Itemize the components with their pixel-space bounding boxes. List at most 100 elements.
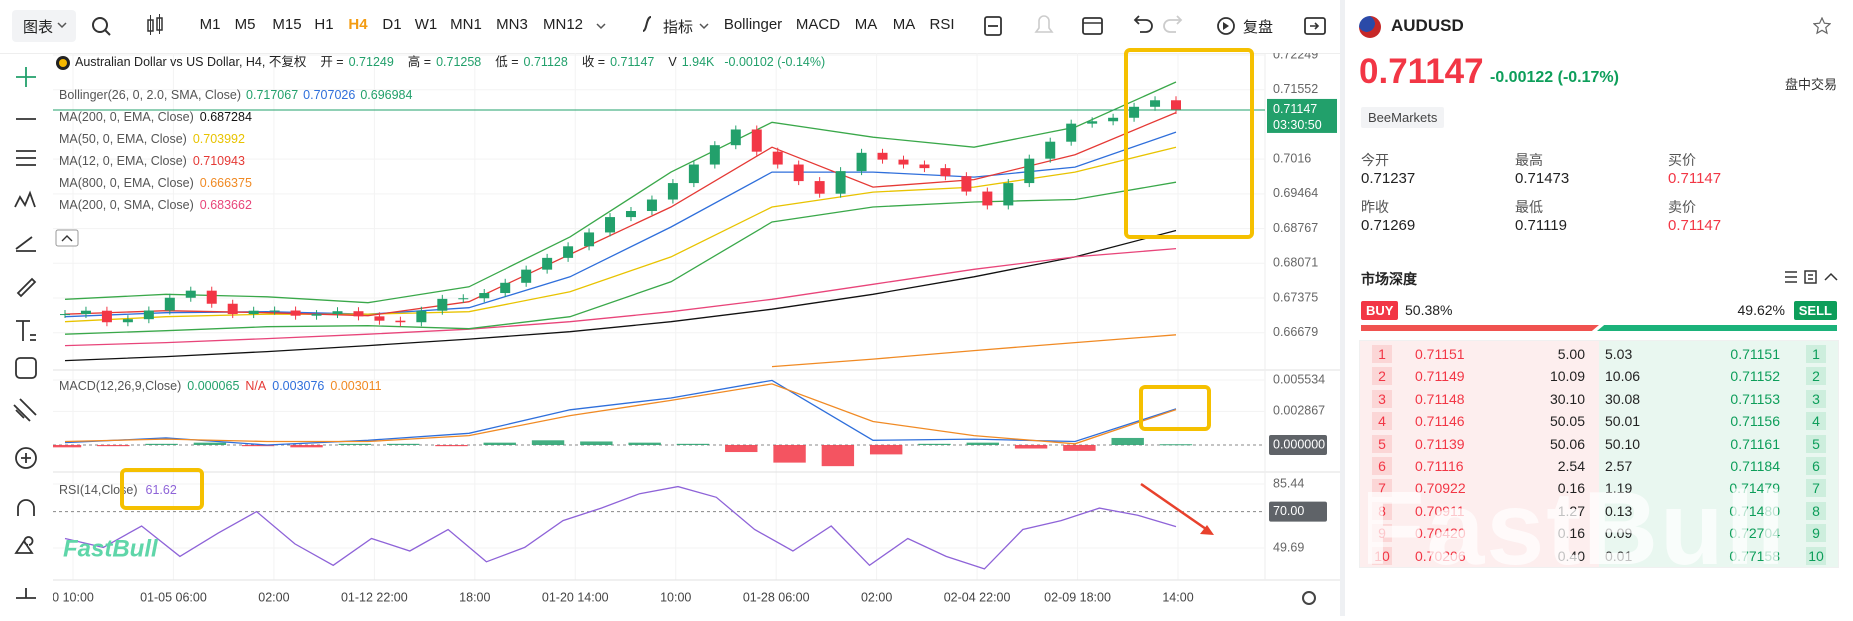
- order-cell: 0.71139: [1415, 435, 1465, 452]
- legend-text: MACD(12,26,9,Close): [59, 379, 181, 393]
- chart-menu-label[interactable]: 图表: [22, 19, 54, 36]
- moving-average-line: [64, 229, 1177, 362]
- candle: [1150, 100, 1161, 107]
- y-tick-label: 0.69464: [1273, 186, 1318, 200]
- legend-text: 0.710943: [193, 154, 245, 168]
- symbol: AUDUSD: [1391, 16, 1464, 35]
- stat-label: 卖价: [1668, 199, 1696, 215]
- candle: [919, 164, 930, 169]
- indicator-button[interactable]: MA: [854, 16, 878, 33]
- order-cell: 0.71153: [1730, 390, 1780, 407]
- legend-text: 0.687284: [200, 110, 252, 124]
- interval-button[interactable]: D1: [382, 16, 402, 33]
- ma-legend: MA(50, 0, EMA, Close) 0.703992: [59, 132, 245, 146]
- level-index: 7: [1806, 479, 1826, 498]
- level-index: 7: [1372, 479, 1392, 498]
- settings-icon[interactable]: [1302, 591, 1316, 605]
- macd-histogram-bar: [1014, 444, 1048, 449]
- order-cell: 0.71149: [1415, 368, 1465, 385]
- candle: [101, 310, 112, 323]
- indicator-button[interactable]: RSI: [929, 16, 955, 33]
- interval-button[interactable]: W1: [414, 16, 438, 33]
- interval-button[interactable]: MN1: [450, 16, 482, 33]
- session: 盘中交易: [1784, 77, 1837, 92]
- depth-icons[interactable]: [1783, 268, 1843, 286]
- level-index: 3: [1372, 389, 1392, 408]
- order-cell: 0.70922: [1415, 480, 1466, 497]
- candle: [688, 164, 699, 184]
- panel-watermark: FastBull: [1361, 471, 1788, 587]
- level-index: 8: [1372, 501, 1392, 520]
- stat-value: 0.71147: [1668, 217, 1722, 234]
- favorite-star[interactable]: [1813, 17, 1831, 35]
- moving-average-line: [771, 334, 1177, 368]
- flag: [1359, 16, 1381, 38]
- order-cell: 0.01: [1605, 547, 1633, 564]
- level-index: 10: [1806, 546, 1826, 565]
- level-index: 8: [1806, 501, 1826, 520]
- candle: [877, 152, 888, 160]
- broker-tag: BeeMarkets: [1361, 107, 1445, 128]
- interval-button[interactable]: MN3: [496, 16, 528, 33]
- legend-text: 0.71249: [349, 55, 394, 69]
- stat-value: 0.71269: [1361, 217, 1416, 234]
- legend-text: 0.003076: [272, 379, 324, 393]
- collapse-button[interactable]: [55, 229, 79, 247]
- ma-legend: MA(800, 0, EMA, Close) 0.666375: [59, 176, 252, 190]
- order-cell: 0.70911: [1415, 502, 1465, 519]
- level-index: 4: [1806, 412, 1826, 431]
- candle: [835, 171, 846, 194]
- y-tick-label: 0.66679: [1273, 325, 1318, 339]
- order-cell: 30.10: [1549, 390, 1585, 407]
- indicators-button[interactable]: 指标: [662, 19, 694, 36]
- stat-label: 今开: [1361, 152, 1389, 168]
- replay-button[interactable]: 复盘: [1242, 19, 1274, 36]
- candle: [458, 298, 469, 300]
- candle: [311, 314, 322, 316]
- indicator-button[interactable]: MA: [892, 16, 916, 33]
- order-cell: 0.16: [1557, 480, 1585, 497]
- candle: [605, 217, 616, 233]
- x-tick-label: 10:00: [660, 590, 691, 604]
- level-index: 9: [1806, 524, 1826, 543]
- candle: [1108, 117, 1119, 122]
- candle: [185, 290, 196, 298]
- legend-text: MA(200, 0, SMA, Close): [59, 198, 194, 212]
- indicator-button[interactable]: Bollinger: [723, 16, 783, 33]
- indicator-button[interactable]: MACD: [795, 16, 841, 33]
- order-cell: 0.40: [1557, 547, 1585, 564]
- x-tick-label: 02-09 18:00: [1044, 590, 1111, 604]
- legend-text: V: [668, 55, 677, 69]
- candle: [1045, 141, 1056, 159]
- drawing-tools: [13, 67, 37, 599]
- level-index: 3: [1806, 389, 1826, 408]
- order-cell: 1.27: [1557, 502, 1585, 519]
- x-tick-label: 02:00: [258, 590, 289, 604]
- quote-panel: AUDUSD 0.71147 -0.00122 (-0.17%) 盘中交易 Be…: [1345, 0, 1853, 616]
- legend-text: Australian Dollar vs US Dollar, H4, 不复权: [75, 54, 307, 69]
- interval-button[interactable]: M5: [234, 16, 256, 33]
- candle: [772, 151, 783, 165]
- ma-legend: MA(12, 0, EMA, Close) 0.710943: [59, 154, 245, 168]
- level-index: 9: [1372, 524, 1392, 543]
- interval-button[interactable]: M1: [199, 16, 221, 33]
- ask-background: [1599, 341, 1838, 567]
- level-index: 1: [1372, 345, 1392, 363]
- y-tick-label: 0.005534: [1273, 372, 1325, 386]
- interval-button[interactable]: MN12: [542, 16, 584, 33]
- interval-button[interactable]: M15: [272, 16, 302, 33]
- interval-button[interactable]: H1: [314, 16, 334, 33]
- rsi-line: [64, 485, 1177, 570]
- axis-value-box: [1269, 434, 1327, 455]
- y-tick-label: 49.69: [1273, 540, 1304, 554]
- candle: [269, 310, 280, 312]
- y-tick-label: 0.000000: [1273, 437, 1325, 451]
- order-cell: 0.16: [1557, 525, 1585, 542]
- last-price: 0.71147: [1359, 52, 1484, 91]
- level-index: 6: [1372, 457, 1392, 475]
- level-index: 1: [1806, 345, 1826, 363]
- order-cell: 5.00: [1557, 346, 1585, 362]
- interval-button[interactable]: H4: [348, 16, 368, 33]
- legend-text: RSI(14,Close): [59, 483, 138, 497]
- stat-value: 0.71147: [1668, 170, 1722, 187]
